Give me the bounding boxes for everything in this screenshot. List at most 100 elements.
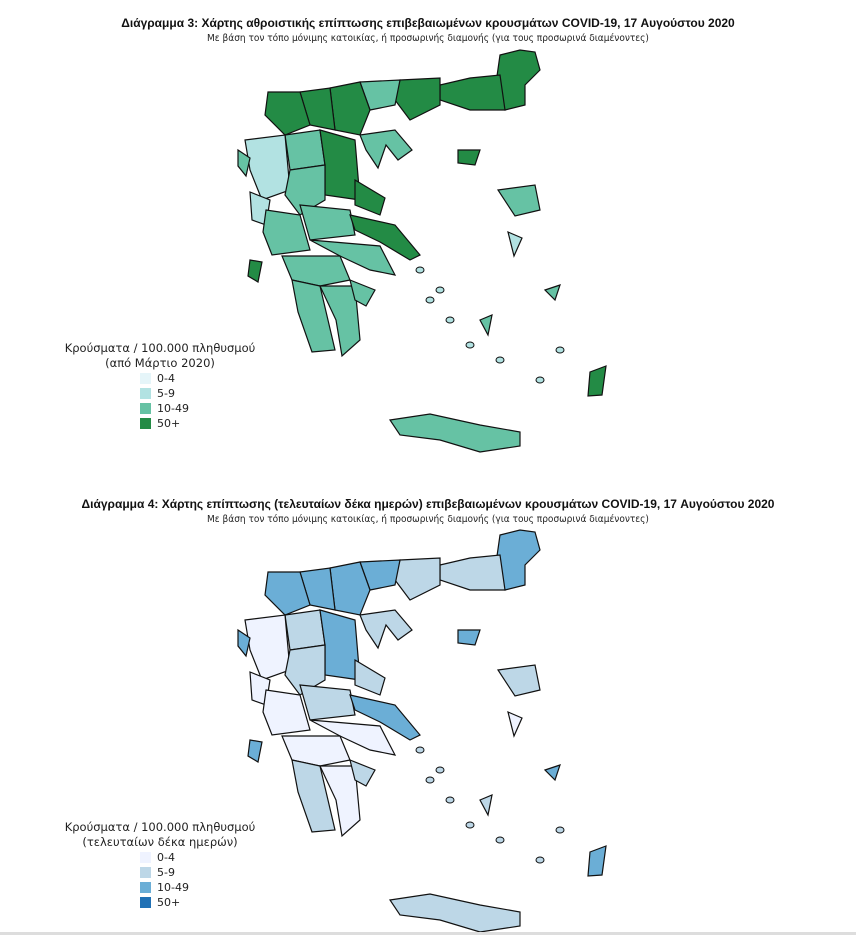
map1-choropleth bbox=[237, 49, 607, 453]
legend-subtitle: (από Μάρτιο 2020) bbox=[105, 356, 215, 370]
island bbox=[415, 266, 425, 274]
region bbox=[507, 710, 523, 738]
region bbox=[359, 609, 413, 650]
legend-swatch bbox=[140, 897, 151, 908]
legend-label: 5-9 bbox=[157, 866, 175, 879]
island bbox=[445, 316, 455, 324]
island bbox=[535, 376, 545, 384]
island bbox=[465, 341, 475, 349]
legend-item: 50+ bbox=[140, 416, 260, 431]
region bbox=[319, 129, 361, 201]
legend-swatch bbox=[140, 403, 151, 414]
legend-item: 5-9 bbox=[140, 386, 260, 401]
island bbox=[425, 776, 435, 784]
region bbox=[457, 629, 481, 646]
region bbox=[394, 77, 441, 121]
legend-label: 0-4 bbox=[157, 372, 175, 385]
legend-swatch bbox=[140, 867, 151, 878]
region bbox=[587, 365, 607, 397]
island bbox=[495, 356, 505, 364]
island bbox=[425, 296, 435, 304]
region bbox=[349, 694, 421, 741]
region bbox=[507, 230, 523, 258]
region bbox=[262, 209, 311, 256]
island bbox=[555, 826, 565, 834]
region bbox=[291, 759, 336, 833]
legend-title: Κρούσματα / 100.000 πληθυσμού bbox=[64, 820, 256, 834]
island bbox=[445, 796, 455, 804]
scroll-edge bbox=[0, 932, 856, 935]
region bbox=[457, 149, 481, 166]
region bbox=[299, 204, 356, 241]
region bbox=[349, 214, 421, 261]
region bbox=[281, 255, 351, 287]
legend-item: 0-4 bbox=[140, 850, 260, 865]
legend-label: 10-49 bbox=[157, 402, 189, 415]
legend-label: 50+ bbox=[157, 417, 181, 430]
legend-item: 5-9 bbox=[140, 865, 260, 880]
region bbox=[359, 129, 413, 170]
legend-swatch bbox=[140, 373, 151, 384]
legend-swatch bbox=[140, 852, 151, 863]
region bbox=[281, 735, 351, 767]
region bbox=[543, 764, 561, 782]
map1-subtitle: Με βάση τον τόπο μόνιμης κατοικίας, ή πρ… bbox=[207, 33, 649, 44]
region bbox=[543, 284, 561, 302]
region bbox=[319, 285, 361, 358]
region bbox=[319, 609, 361, 681]
region bbox=[496, 664, 541, 697]
region bbox=[309, 239, 397, 276]
island bbox=[495, 836, 505, 844]
legend-item: 10-49 bbox=[140, 880, 260, 895]
island bbox=[435, 766, 445, 774]
region bbox=[244, 134, 291, 201]
legend-title: Κρούσματα / 100.000 πληθυσμού bbox=[64, 341, 256, 355]
legend-label: 5-9 bbox=[157, 387, 175, 400]
legend-item: 50+ bbox=[140, 895, 260, 910]
region bbox=[587, 845, 607, 877]
map2-choropleth bbox=[237, 529, 607, 933]
region bbox=[247, 739, 263, 763]
map2-subtitle: Με βάση τον τόπο μόνιμης κατοικίας, ή πρ… bbox=[207, 514, 649, 525]
map2-legend: Κρούσματα / 100.000 πληθυσμού (τελευταίω… bbox=[60, 820, 260, 910]
legend-swatch bbox=[140, 418, 151, 429]
region bbox=[479, 794, 493, 817]
map1-legend: Κρούσματα / 100.000 πληθυσμού (από Μάρτι… bbox=[60, 341, 260, 431]
island bbox=[465, 821, 475, 829]
legend-label: 50+ bbox=[157, 896, 181, 909]
region bbox=[237, 148, 251, 178]
region bbox=[354, 178, 386, 216]
region bbox=[291, 279, 336, 353]
map1-title: Διάγραμμα 3: Χάρτης αθροιστικής επίπτωση… bbox=[121, 16, 735, 30]
region bbox=[496, 184, 541, 217]
legend-label: 10-49 bbox=[157, 881, 189, 894]
legend-swatch bbox=[140, 388, 151, 399]
region bbox=[237, 628, 251, 658]
island bbox=[535, 856, 545, 864]
region bbox=[354, 658, 386, 696]
region bbox=[388, 413, 521, 453]
region bbox=[284, 609, 326, 651]
region bbox=[244, 614, 291, 681]
region bbox=[394, 557, 441, 601]
region bbox=[349, 279, 376, 307]
island bbox=[435, 286, 445, 294]
map2-title: Διάγραμμα 4: Χάρτης επίπτωσης (τελευταίω… bbox=[81, 497, 775, 511]
region bbox=[479, 314, 493, 337]
legend-subtitle: (τελευταίων δέκα ημερών) bbox=[82, 835, 238, 849]
region bbox=[349, 759, 376, 787]
region bbox=[319, 765, 361, 838]
region bbox=[284, 129, 326, 171]
region bbox=[264, 571, 311, 616]
legend-item: 0-4 bbox=[140, 371, 260, 386]
region bbox=[247, 259, 263, 283]
legend-label: 0-4 bbox=[157, 851, 175, 864]
region bbox=[309, 719, 397, 756]
island bbox=[555, 346, 565, 354]
region bbox=[439, 554, 506, 591]
region bbox=[264, 91, 311, 136]
region bbox=[262, 689, 311, 736]
island bbox=[415, 746, 425, 754]
legend-item: 10-49 bbox=[140, 401, 260, 416]
region bbox=[439, 74, 506, 111]
